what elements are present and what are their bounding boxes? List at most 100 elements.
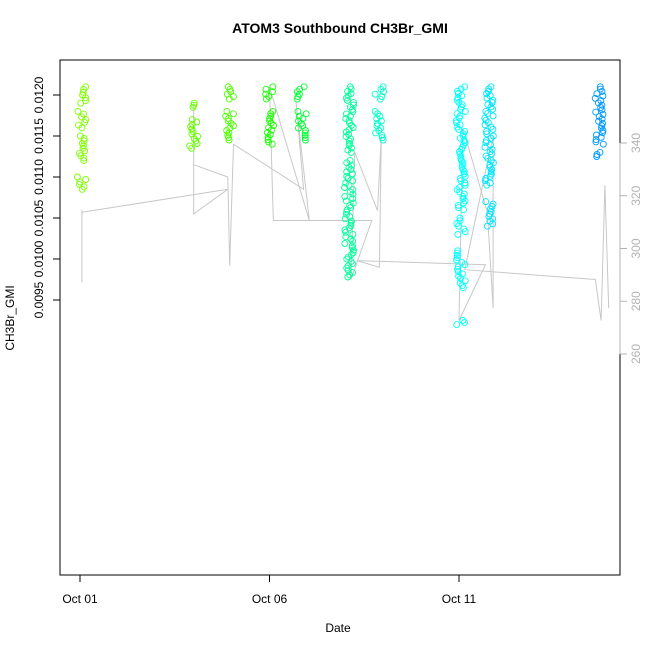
data-point (344, 146, 352, 154)
data-point (374, 110, 382, 118)
data-point (266, 117, 273, 125)
data-point (223, 127, 231, 134)
data-point (457, 177, 465, 185)
data-point (453, 251, 461, 259)
data-point (342, 128, 350, 136)
data-point (378, 131, 386, 139)
data-point (486, 161, 494, 169)
data-point (188, 144, 196, 152)
data-point (342, 228, 350, 236)
data-point (461, 319, 468, 327)
data-point (77, 99, 85, 107)
data-point (296, 85, 304, 93)
data-point (486, 179, 494, 187)
data-point (456, 279, 464, 287)
data-point (341, 192, 349, 200)
data-point (345, 137, 353, 145)
data-point (80, 154, 88, 162)
data-point (483, 222, 491, 230)
data-point (225, 134, 232, 142)
data-point (489, 105, 497, 113)
data-point (595, 117, 603, 125)
data-point (344, 92, 352, 100)
data-point (484, 87, 492, 95)
data-point (230, 122, 237, 130)
data-point (186, 142, 194, 150)
data-point (373, 122, 381, 130)
y-tick-label: 0.0120 (32, 76, 46, 113)
data-point (349, 190, 357, 198)
data-point (483, 130, 491, 138)
data-point (454, 268, 462, 276)
data-point (461, 107, 469, 115)
data-point (459, 192, 467, 200)
data-point (487, 103, 495, 111)
data-point (453, 119, 460, 127)
data-point (459, 284, 467, 292)
data-point (483, 90, 490, 97)
data-point (489, 159, 497, 167)
data-point (268, 88, 276, 96)
data-point (301, 129, 309, 137)
data-point (454, 230, 462, 238)
data-point (489, 112, 497, 120)
data-point (482, 152, 490, 160)
y-tick-label: 0.0110 (32, 159, 46, 195)
data-point (293, 95, 301, 103)
data-point (454, 263, 462, 271)
data-point (82, 176, 90, 183)
data-point (599, 129, 606, 137)
data-point (81, 118, 89, 126)
data-point (295, 112, 303, 120)
data-point (80, 157, 88, 165)
data-point (82, 94, 90, 102)
data-point (599, 92, 607, 100)
data-point (486, 163, 494, 171)
data-point (481, 121, 489, 129)
data-point (349, 195, 357, 203)
data-point (78, 185, 86, 193)
data-point (342, 133, 350, 141)
y-tick-label: 0.0115 (32, 118, 46, 154)
data-point (350, 99, 357, 107)
data-point (349, 231, 357, 238)
data-point (374, 119, 381, 127)
data-point (455, 125, 462, 133)
data-point (379, 136, 387, 144)
data-point (344, 273, 352, 281)
data-point (596, 83, 604, 91)
data-point (482, 116, 490, 124)
data-point (592, 136, 600, 144)
data-point (347, 144, 355, 152)
data-point (301, 134, 309, 142)
plot-frame (59, 59, 621, 576)
x-tick-label: Oct 01 (62, 592, 98, 606)
data-point (301, 136, 309, 144)
data-point (486, 172, 494, 180)
data-point (377, 124, 385, 132)
data-point (489, 132, 497, 140)
data-point (347, 166, 355, 174)
data-point (461, 261, 469, 269)
data-point (342, 110, 350, 118)
data-point (264, 136, 272, 143)
data-point (453, 186, 461, 194)
data-point (456, 134, 464, 142)
data-point (458, 161, 466, 169)
data-point (225, 136, 233, 144)
data-point (262, 95, 270, 103)
data-point (344, 87, 352, 95)
data-point (481, 143, 489, 151)
data-point (459, 317, 467, 324)
data-point (488, 99, 496, 106)
data-point (80, 142, 88, 150)
data-point (341, 215, 349, 223)
data-point (350, 246, 357, 254)
data-point (453, 321, 461, 329)
data-point (484, 154, 492, 162)
data-point (349, 124, 357, 131)
data-point (189, 103, 197, 111)
data-point (267, 110, 275, 118)
data-point (302, 110, 310, 118)
